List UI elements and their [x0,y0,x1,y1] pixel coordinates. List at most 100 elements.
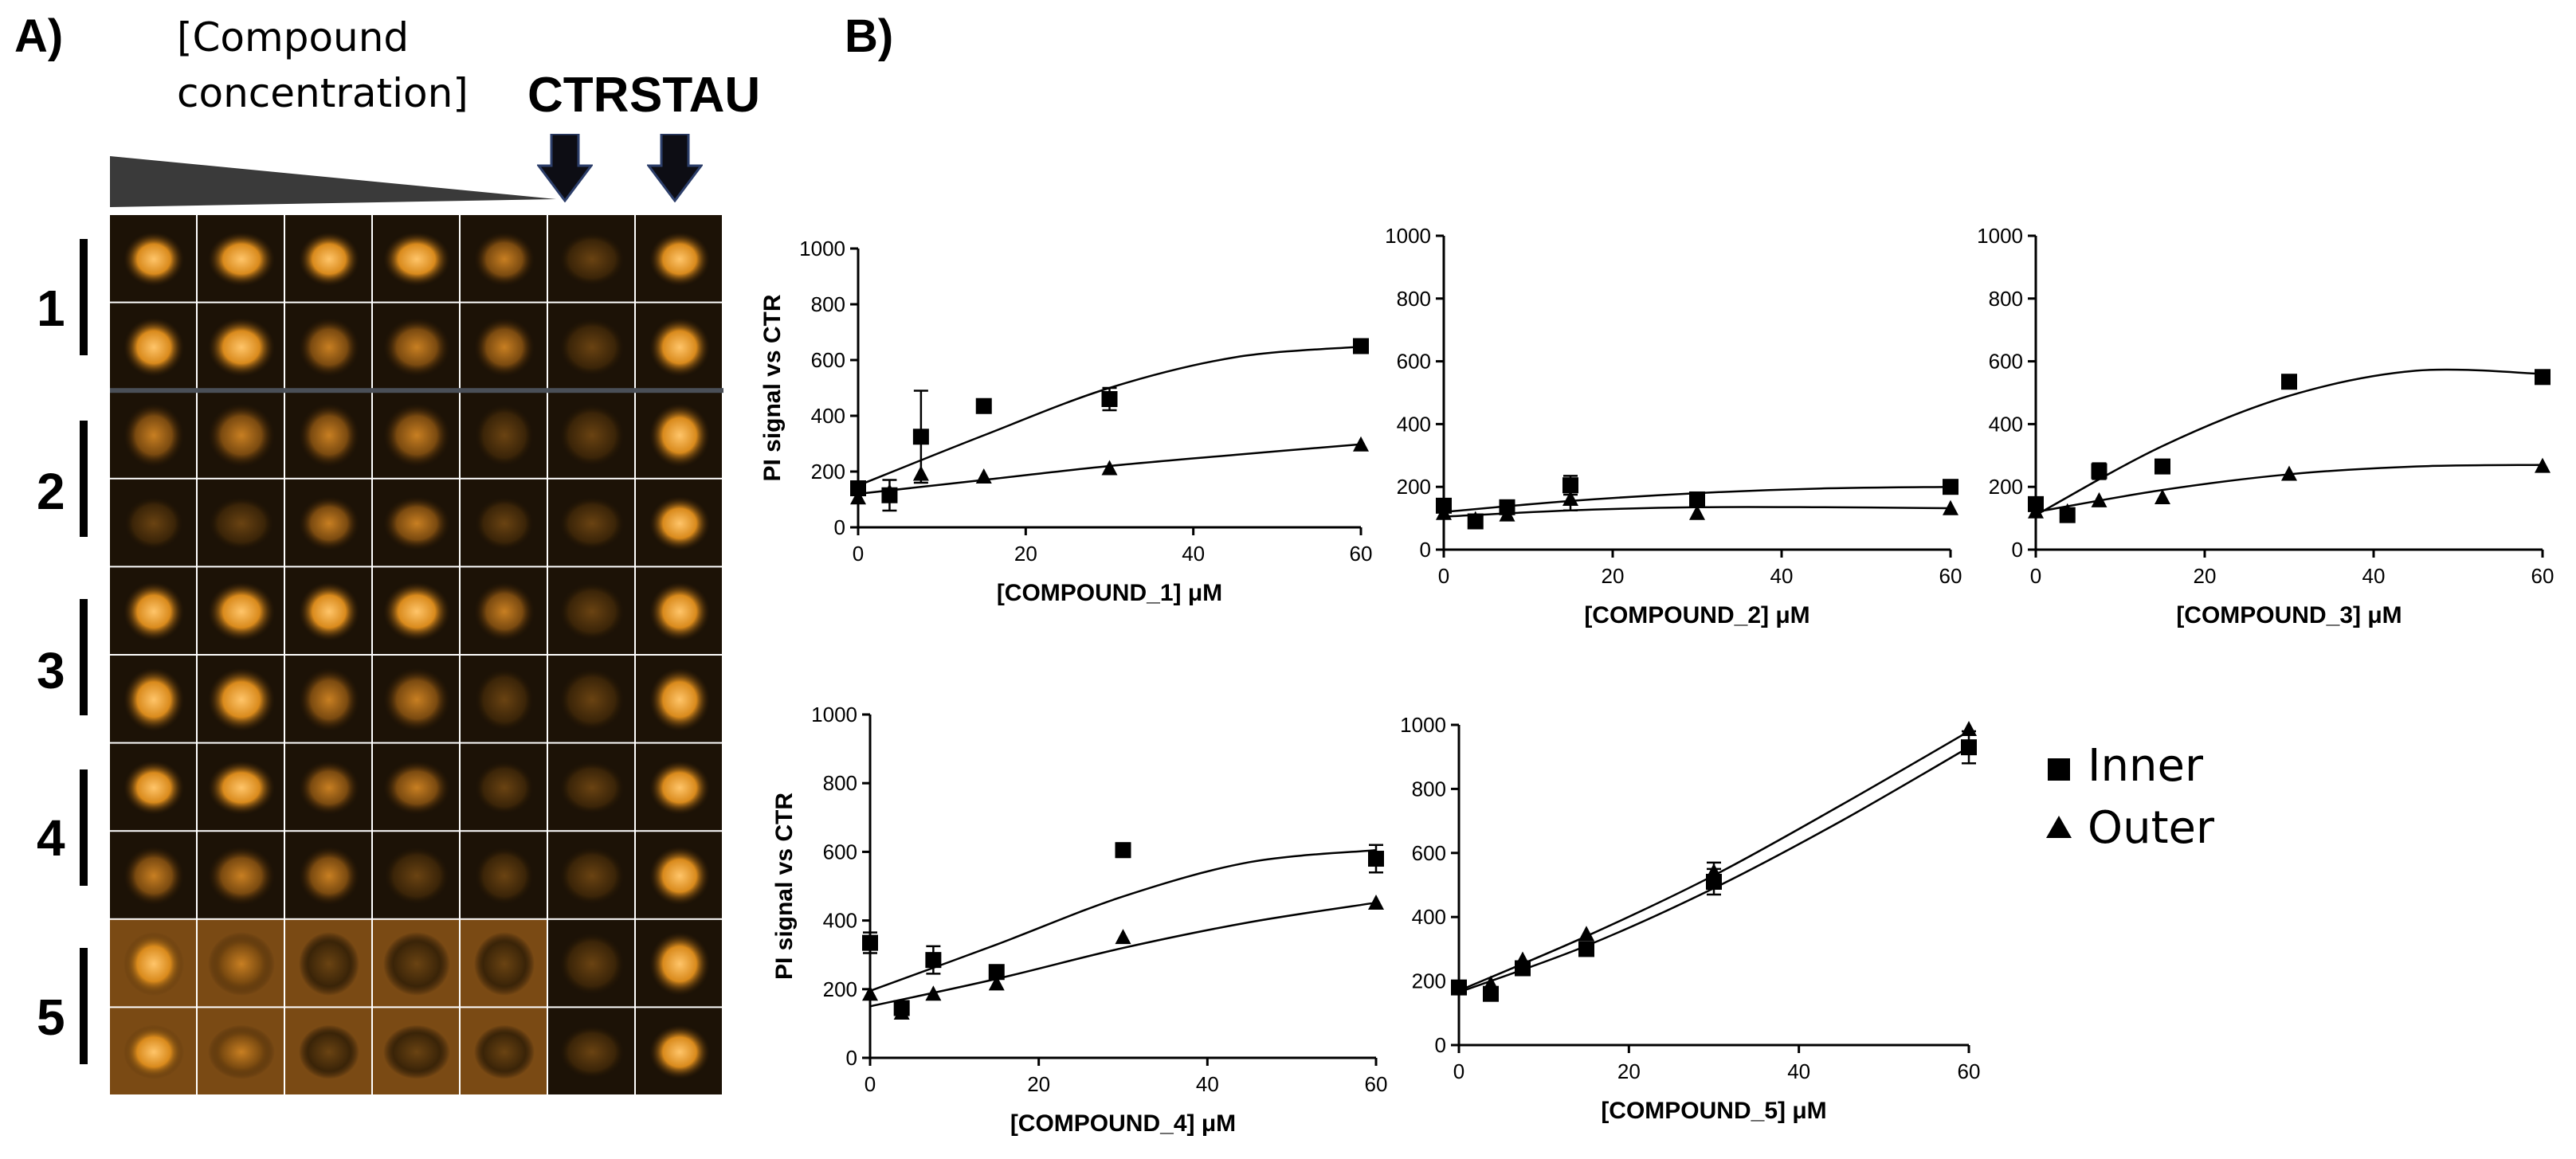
x-tick-label: 60 [1958,1059,1981,1083]
spheroid-blob [474,317,535,377]
chart-5: 0 200 400 600 800 1000 0 20 40 60 [COMPOUND_5] μM [1400,713,1980,1124]
ctr-arrow-icon [537,134,593,202]
spheroid-blob [299,1024,359,1079]
data-point-inner [1961,739,1977,756]
y-tick-label: 1000 [811,703,857,726]
spheroid-blob [299,668,359,732]
data-point-outer [2028,503,2044,519]
spheroid-blob [383,932,450,997]
data-point-outer [1483,975,1499,991]
data-point-outer [1562,490,1578,506]
spheroid-blob [299,932,359,997]
data-point-outer [1943,499,1958,515]
data-point-inner [1578,941,1594,957]
panel-a-label: A) [14,10,64,62]
chart-3: 0 200 400 600 800 1000 0 20 40 60 [COMPOUND_3] μM [1977,224,2554,628]
spheroid-blob [124,317,184,377]
data-point-inner [988,964,1005,981]
data-point-outer [1115,929,1131,945]
y-tick-label: 600 [1412,841,1446,865]
x-axis-label: [COMPOUND_2] μM [1584,602,1809,628]
y-tick-label: 800 [811,292,845,316]
fit-curve-inner [2035,368,2543,516]
x-tick-label: 60 [1939,564,1962,588]
x-tick-label: 20 [1617,1059,1641,1083]
chart-1: 0 200 400 600 800 1000 0 20 40 60 [COMPOUND_1] μM P… [759,237,1372,606]
spheroid-blob [208,760,275,815]
y-tick-label: 0 [2012,538,2023,562]
spheroid-blob [383,846,450,906]
spheroid-blob [299,496,359,551]
spheroid-blob [383,317,450,377]
x-tick-label: 40 [1196,1072,1219,1096]
spheroid-blob [474,581,535,641]
ctr-label: CTR [527,68,629,123]
concentration-gradient-wedge [110,156,556,207]
spheroid-blob [383,760,450,815]
spheroid-blob [124,846,184,906]
spheroid-blob [383,1024,450,1079]
spheroid-blob [474,932,535,997]
data-point-inner [925,952,942,969]
spheroid-blob [649,932,710,997]
data-point-outer [1101,460,1118,476]
x-axis-label: [COMPOUND_4] μM [1010,1110,1236,1137]
spheroid-blob [383,581,450,641]
row-label-3: 3 [37,642,65,699]
y-tick-label: 0 [1420,538,1431,562]
spheroid-blob [559,232,625,287]
x-axis-label: [COMPOUND_5] μM [1601,1098,1826,1124]
x-tick-label: 20 [1027,1072,1050,1096]
x-tick-label: 0 [853,542,864,566]
x-axis-label: [COMPOUND_1] μM [997,580,1222,606]
spheroid-blob [208,668,275,732]
x-tick-label: 0 [1438,564,1449,588]
spheroid-blob [299,403,359,468]
stau-label: STAU [629,68,761,123]
y-tick-label: 1000 [1400,713,1446,737]
data-point-outer [2091,491,2107,507]
spheroid-blob [649,496,710,551]
fit-curve-outer [869,901,1377,1008]
data-point-outer [1689,504,1705,520]
panel-b-label: B) [845,10,894,62]
y-tick-label: 800 [1397,287,1431,311]
data-point-outer [2535,457,2551,473]
spheroid-blob [474,232,535,287]
y-tick-label: 0 [834,515,845,539]
x-tick-label: 60 [2531,564,2554,588]
x-tick-label: 40 [1787,1059,1810,1083]
row-label-4: 4 [37,809,65,867]
spheroid-blob [383,232,450,287]
spheroid-blob [208,1024,275,1079]
data-point-inner [1353,338,1369,354]
spheroid-blob [559,760,625,815]
chart-2: 0 200 400 600 800 1000 0 20 40 60 [COMPOUND_2] μM [1385,224,1962,628]
spheroid-blob [649,232,710,287]
row-label-1: 1 [37,280,65,337]
y-tick-label: 200 [1989,475,2023,499]
data-point-outer [862,985,878,1001]
row-bar-2 [80,421,88,537]
stau-arrow-icon [647,134,703,202]
data-point-inner [1943,479,1958,495]
spheroid-blob [649,846,710,906]
spheroid-blob [208,232,275,287]
y-tick-label: 400 [1397,412,1431,436]
y-tick-label: 400 [823,909,857,933]
spheroid-blob [124,232,184,287]
data-point-outer [2059,503,2076,519]
data-point-outer [1467,511,1484,527]
spheroid-blob [649,317,710,377]
data-point-inner [2535,369,2551,386]
y-tick-label: 1000 [799,237,845,260]
spheroid-blob [124,932,184,997]
spheroid-blob [649,1024,710,1079]
data-point-outer [1515,951,1531,967]
spheroid-blob [649,760,710,815]
x-tick-label: 60 [1365,1072,1388,1096]
spheroid-blob [383,668,450,732]
spheroid-blob [559,496,625,551]
microscopy-image-grid [110,215,723,1094]
y-tick-label: 800 [823,771,857,795]
